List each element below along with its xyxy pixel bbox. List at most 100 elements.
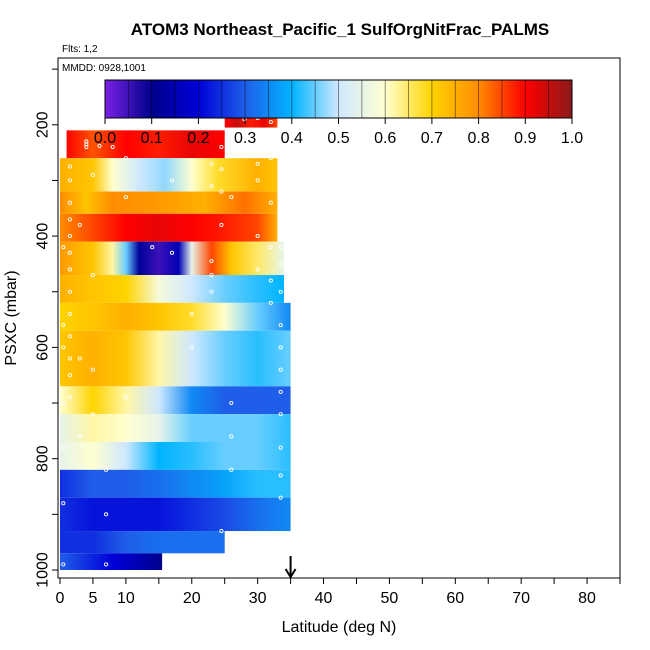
- sample-point: [67, 250, 72, 255]
- sample-point: [104, 467, 109, 472]
- sample-point: [123, 195, 128, 200]
- sample-point: [278, 412, 283, 417]
- colorbar-tick-label: 0.0: [94, 130, 116, 147]
- flights-note: Flts: 1,2: [62, 44, 98, 55]
- sample-point: [90, 412, 95, 417]
- y-axis-label: PSXC (mbar): [3, 270, 20, 365]
- sample-point: [209, 161, 214, 166]
- sample-point: [61, 245, 66, 250]
- sample-point: [278, 389, 283, 394]
- x-tick-label: 80: [578, 590, 596, 607]
- x-tick-label: 60: [446, 590, 464, 607]
- heatmap-bands: [60, 105, 291, 570]
- sample-point: [90, 172, 95, 177]
- sample-point: [278, 345, 283, 350]
- sample-point: [189, 311, 194, 317]
- x-tick-label: 50: [381, 590, 399, 607]
- heatmap-band: [60, 191, 278, 214]
- sample-point: [67, 234, 72, 239]
- colorbar-tick-label: 0.1: [141, 130, 163, 147]
- sample-point: [67, 356, 72, 361]
- y-tick-label: 200: [35, 111, 52, 138]
- sample-point: [169, 178, 175, 183]
- sample-point: [219, 167, 224, 172]
- sample-point: [229, 434, 234, 439]
- sample-point: [77, 434, 82, 439]
- y-tick-label: 400: [35, 223, 52, 250]
- sample-points: [61, 111, 283, 567]
- sample-point: [268, 119, 273, 125]
- sample-point: [268, 156, 273, 161]
- sample-point: [229, 150, 234, 155]
- heatmap-band: [66, 130, 225, 159]
- sample-point: [84, 144, 89, 150]
- colorbar-tick-label: 0.6: [374, 130, 396, 147]
- sample-point: [209, 259, 214, 264]
- y-axis: 200 400 600 800 1000: [35, 68, 58, 588]
- sample-point: [67, 200, 72, 205]
- sample-point: [278, 495, 283, 500]
- heatmap-band: [60, 386, 291, 415]
- sample-point: [229, 400, 234, 406]
- sample-point: [278, 261, 283, 266]
- dates-note: MMDD: 0928,1001: [62, 63, 146, 74]
- sample-point: [268, 245, 273, 250]
- sample-point: [61, 400, 66, 406]
- x-tick-label: 5: [88, 590, 97, 607]
- sample-point: [255, 234, 260, 239]
- sample-point: [268, 300, 273, 305]
- sample-point: [219, 144, 224, 150]
- sample-point: [67, 289, 72, 294]
- heatmap-band: [60, 442, 291, 470]
- heatmap-band: [60, 158, 278, 192]
- sample-point: [61, 323, 66, 328]
- sample-point: [67, 164, 72, 169]
- sample-point: [67, 373, 72, 378]
- sample-point: [77, 222, 82, 228]
- heatmap-band: [60, 275, 284, 303]
- sample-point: [169, 250, 175, 255]
- heatmap-band: [60, 213, 278, 242]
- sample-point: [77, 356, 82, 361]
- sample-point: [67, 267, 72, 272]
- sample-point: [255, 150, 260, 155]
- sample-point: [255, 267, 260, 272]
- sample-point: [255, 178, 260, 183]
- sample-point: [104, 512, 109, 517]
- sample-point: [268, 278, 273, 283]
- sample-point: [123, 395, 128, 400]
- plot-frame: [57, 57, 621, 579]
- sample-point: [278, 367, 283, 372]
- heatmap-band: [60, 497, 291, 532]
- sample-point: [61, 501, 66, 506]
- sample-point: [268, 200, 273, 205]
- sample-point: [209, 272, 214, 278]
- sample-point: [209, 183, 214, 189]
- heatmap-band: [60, 302, 291, 331]
- sample-point: [67, 178, 72, 183]
- sample-point: [219, 528, 224, 534]
- sample-point: [278, 245, 283, 250]
- colorbar-tick-label: 0.8: [467, 130, 489, 147]
- colorbar-tick-label: 0.2: [187, 130, 209, 147]
- x-tick-label: 10: [117, 590, 135, 607]
- heatmap-band: [60, 414, 291, 442]
- colorbar-tick-label: 0.5: [327, 130, 349, 147]
- x-tick-label: 40: [315, 590, 333, 607]
- latitude-marker: [284, 556, 297, 579]
- sample-point: [255, 161, 260, 166]
- heatmap-band: [60, 531, 225, 554]
- marker-arrow-head: [284, 568, 297, 579]
- sample-point: [278, 445, 283, 450]
- colorbar-tick-label: 0.7: [421, 130, 443, 147]
- sample-point: [278, 289, 283, 294]
- y-tick-label: 1000: [35, 552, 52, 588]
- sample-point: [61, 445, 66, 450]
- sample-point: [90, 367, 95, 372]
- colorbar: [104, 79, 573, 119]
- colorbar-tick-label: 0.4: [281, 130, 303, 147]
- sample-point: [123, 156, 128, 161]
- sample-point: [67, 311, 72, 317]
- y-tick-label: 800: [35, 445, 52, 472]
